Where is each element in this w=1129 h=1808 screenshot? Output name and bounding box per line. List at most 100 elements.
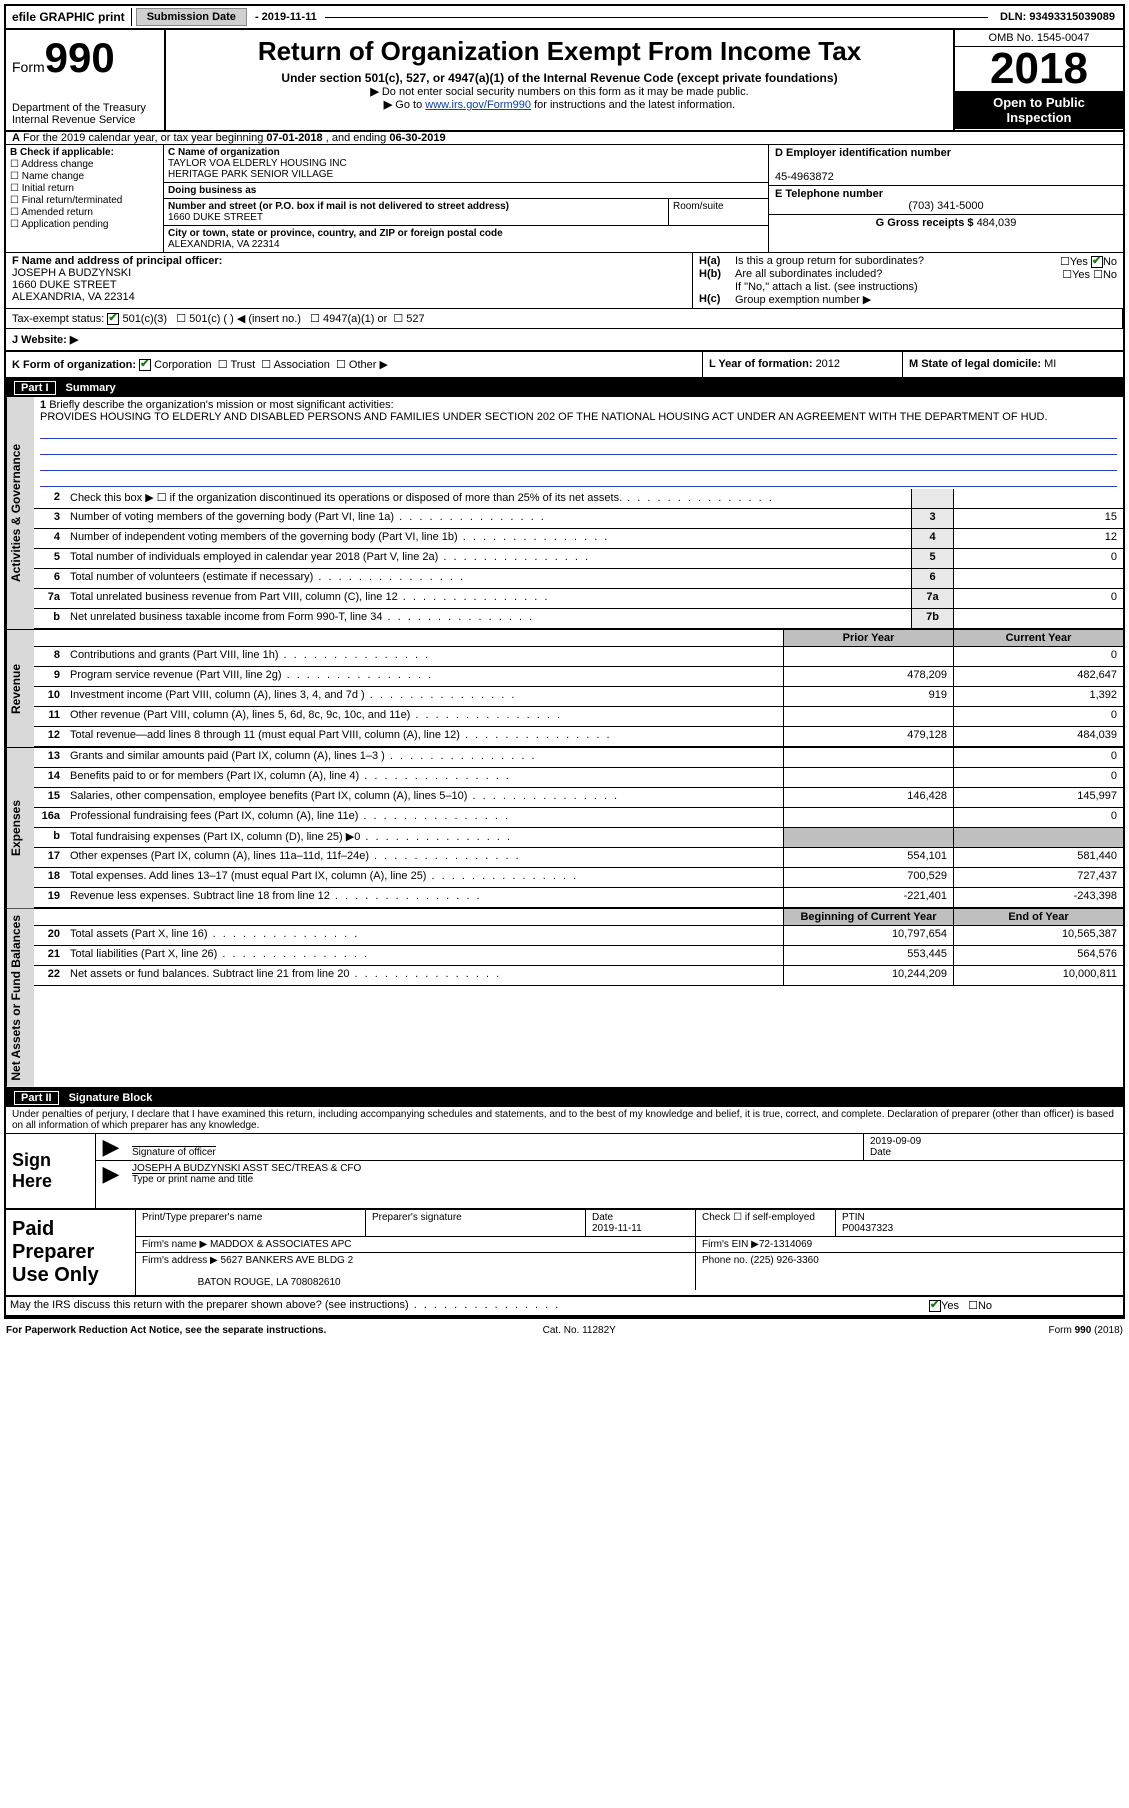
two-col-line: 9 Program service revenue (Part VIII, li…	[34, 667, 1123, 687]
box-k: K Form of organization: Corporation ☐ Tr…	[6, 352, 703, 377]
gov-line: 7a Total unrelated business revenue from…	[34, 589, 1123, 609]
section-fh: F Name and address of principal officer:…	[6, 253, 1123, 309]
box-b-hdr: B Check if applicable:	[10, 147, 159, 158]
side-expenses: Expenses	[6, 748, 34, 908]
line-num: b	[34, 828, 66, 847]
two-col-line: 21 Total liabilities (Part X, line 26) 5…	[34, 946, 1123, 966]
line-box: 4	[911, 529, 953, 548]
prior-val: 146,428	[783, 788, 953, 807]
discuss-yes[interactable]	[929, 1300, 941, 1312]
org-name-2: HERITAGE PARK SENIOR VILLAGE	[168, 169, 333, 180]
header-mid: Return of Organization Exempt From Incom…	[166, 30, 953, 130]
firm-phone: Phone no. (225) 926-3360	[696, 1253, 1123, 1290]
addr-val: 1660 DUKE STREET	[168, 212, 263, 223]
current-val: -243,398	[953, 888, 1123, 907]
city-hdr: City or town, state or province, country…	[168, 228, 503, 239]
line-num: 8	[34, 647, 66, 666]
prior-val: 553,445	[783, 946, 953, 965]
line-text: Total revenue—add lines 8 through 11 (mu…	[66, 727, 783, 746]
submission-date-value: - 2019-11-11	[251, 9, 321, 25]
line-num: 22	[34, 966, 66, 985]
section-bcdefg: B Check if applicable: ☐ Address change …	[6, 145, 1123, 253]
line-text: Contributions and grants (Part VIII, lin…	[66, 647, 783, 666]
part-1-header: Part I Summary	[6, 379, 1123, 397]
box-d: D Employer identification number 45-4963…	[769, 145, 1123, 186]
line-num: 21	[34, 946, 66, 965]
line-num: 10	[34, 687, 66, 706]
sig-date: 2019-09-09	[870, 1136, 921, 1147]
sig-of-lbl: Signature of officer	[132, 1146, 216, 1158]
part1-title: Summary	[66, 382, 116, 394]
form-990: 990	[45, 34, 115, 81]
cb-initial-return[interactable]: ☐ Initial return	[10, 183, 159, 194]
current-val: 0	[953, 748, 1123, 767]
line-num: b	[34, 609, 66, 628]
suite-hdr: Room/suite	[673, 201, 724, 212]
box-h: H(a) Is this a group return for subordin…	[693, 253, 1123, 308]
hdr-prior: Prior Year	[783, 630, 953, 646]
cb-501c3[interactable]	[107, 313, 119, 325]
prior-val: 10,797,654	[783, 926, 953, 945]
line-text: Total fundraising expenses (Part IX, col…	[66, 828, 783, 847]
cb-amended[interactable]: ☐ Amended return	[10, 207, 159, 218]
cb-final-return[interactable]: ☐ Final return/terminated	[10, 195, 159, 206]
ein-val: 45-4963872	[775, 171, 834, 183]
cb-app-pending[interactable]: ☐ Application pending	[10, 219, 159, 230]
line-text: Program service revenue (Part VIII, line…	[66, 667, 783, 686]
header-right: OMB No. 1545-0047 2018 Open to Public In…	[953, 30, 1123, 130]
two-col-line: 22 Net assets or fund balances. Subtract…	[34, 966, 1123, 986]
box-b: B Check if applicable: ☐ Address change …	[6, 145, 164, 252]
tax-year: 2018	[955, 47, 1123, 91]
line-text: Grants and similar amounts paid (Part IX…	[66, 748, 783, 767]
m-val: MI	[1044, 358, 1056, 370]
open2: Inspection	[959, 110, 1119, 125]
two-col-line: 12 Total revenue—add lines 8 through 11 …	[34, 727, 1123, 747]
mission-text: PROVIDES HOUSING TO ELDERLY AND DISABLED…	[40, 411, 1048, 423]
line-text: Total liabilities (Part X, line 26)	[66, 946, 783, 965]
hdr-end: End of Year	[953, 909, 1123, 925]
line-text: Total number of volunteers (estimate if …	[66, 569, 911, 588]
submission-date-button[interactable]: Submission Date	[136, 8, 247, 26]
officer-addr1: 1660 DUKE STREET	[12, 279, 117, 291]
prior-val: -221,401	[783, 888, 953, 907]
governance-section: Activities & Governance 1 Briefly descri…	[6, 397, 1123, 629]
ha-no-checked[interactable]	[1091, 256, 1103, 268]
paid-row-3: Firm's address ▶ 5627 BANKERS AVE BLDG 2…	[136, 1253, 1123, 1290]
open1: Open to Public	[959, 95, 1119, 110]
line-val	[953, 609, 1123, 628]
rowa-end: 06-30-2019	[389, 132, 445, 144]
current-val: 10,000,811	[953, 966, 1123, 985]
line-num: 20	[34, 926, 66, 945]
footer-right: Form 990 (2018)	[1049, 1325, 1123, 1336]
signature-intro: Under penalties of perjury, I declare th…	[6, 1107, 1123, 1134]
two-col-line: 17 Other expenses (Part IX, column (A), …	[34, 848, 1123, 868]
cb-corp[interactable]	[139, 359, 151, 371]
hb-checks: ☐Yes ☐No	[1062, 268, 1117, 281]
sig-date-lbl: Date	[870, 1147, 891, 1158]
form-title: Return of Organization Exempt From Incom…	[172, 36, 947, 67]
box-m: M State of legal domicile: MI	[903, 352, 1123, 377]
addr-hdr: Number and street (or P.O. box if mail i…	[168, 201, 509, 212]
netassets-section: Net Assets or Fund Balances Beginning of…	[6, 908, 1123, 1089]
cb-address-change[interactable]: ☐ Address change	[10, 159, 159, 170]
cb-name-change[interactable]: ☐ Name change	[10, 171, 159, 182]
line-text: Number of independent voting members of …	[66, 529, 911, 548]
box-l: L Year of formation: 2012	[703, 352, 903, 377]
hdr-beg: Beginning of Current Year	[783, 909, 953, 925]
room-suite: Room/suite	[668, 199, 768, 225]
hb-txt: Are all subordinates included?	[735, 268, 1062, 281]
line-box: 6	[911, 569, 953, 588]
city-block: City or town, state or province, country…	[164, 226, 768, 252]
paid-row-1: Print/Type preparer's name Preparer's si…	[136, 1210, 1123, 1237]
prep-name-hdr: Print/Type preparer's name	[136, 1210, 366, 1236]
line-text: Total assets (Part X, line 16)	[66, 926, 783, 945]
box-g: G Gross receipts $ 484,039	[769, 215, 1123, 231]
form990-link[interactable]: www.irs.gov/Form990	[425, 99, 531, 111]
paid-preparer-block: Paid Preparer Use Only Print/Type prepar…	[6, 1210, 1123, 1297]
header: Form990 Department of the Treasury Inter…	[6, 30, 1123, 132]
l-val: 2012	[816, 358, 840, 370]
discuss-checks: Yes ☐No	[923, 1297, 1123, 1315]
sub3-pre: Go to	[395, 99, 425, 111]
form-word: Form	[12, 59, 45, 75]
two-col-line: 8 Contributions and grants (Part VIII, l…	[34, 647, 1123, 667]
